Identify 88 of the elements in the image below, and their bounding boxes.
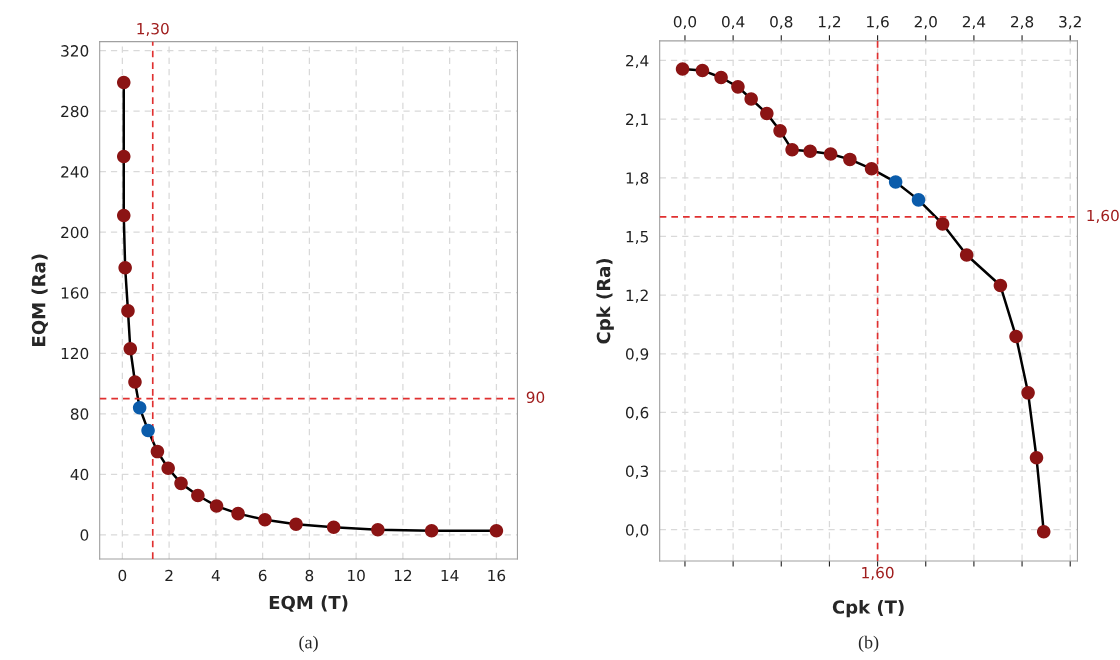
x-tick-label: 4 (211, 569, 220, 582)
point (326, 520, 341, 535)
point (132, 400, 147, 415)
y-tick-label: 0,3 (625, 465, 649, 479)
x-axis-title: Cpk (T) (832, 599, 904, 618)
point (731, 80, 745, 94)
x-tick-label: 1,2 (818, 15, 841, 30)
point (289, 517, 303, 531)
point (1021, 386, 1035, 400)
point (231, 506, 245, 521)
point (150, 444, 165, 459)
ref-line-label: 90 (526, 391, 545, 404)
point (116, 75, 131, 90)
y-tick-label: 280 (61, 105, 89, 118)
x-tick-label: 14 (441, 569, 459, 582)
point (258, 512, 272, 527)
point (864, 162, 879, 176)
y-tick-label: 2,1 (626, 113, 648, 127)
x-tick-label: 0,4 (721, 15, 745, 30)
point (714, 70, 728, 85)
point (744, 92, 758, 106)
y-axis-title: EQM (Ra) (31, 254, 48, 346)
y-tick-label: 1,8 (626, 172, 649, 186)
x-tick-label: 2,0 (914, 15, 937, 30)
point (1009, 329, 1023, 344)
point (1036, 524, 1051, 539)
point (209, 499, 224, 513)
y-tick-label: 0,9 (625, 348, 649, 362)
point (489, 523, 504, 538)
x-axis-title: EQM (T) (269, 595, 348, 612)
point (161, 461, 175, 476)
y-axis-title: Cpk (Ra) (596, 258, 614, 344)
y-tick-label: 160 (61, 287, 89, 299)
x-tick-label: 2 (165, 569, 173, 582)
point (123, 341, 138, 356)
y-tick-label: 0,0 (625, 524, 649, 538)
point (1029, 451, 1044, 465)
x-tick-label: 1,6 (867, 15, 889, 30)
x-tick-label: 0,0 (673, 15, 697, 30)
x-tick-label: 6 (258, 569, 267, 582)
y-tick-label: 320 (61, 45, 89, 57)
point (191, 488, 205, 503)
y-tick-label: 80 (70, 408, 89, 420)
point (888, 175, 903, 189)
ref-line-label: 1,60 (862, 566, 894, 580)
y-tick-label: 0,6 (625, 406, 649, 420)
y-tick-label: 120 (61, 347, 89, 360)
y-tick-label: 240 (61, 166, 89, 178)
point (843, 152, 857, 167)
point (785, 143, 799, 157)
point (371, 522, 385, 537)
point (993, 278, 1008, 293)
x-tick-label: 0,8 (770, 15, 793, 30)
y-tick-label: 1,5 (626, 231, 648, 245)
y-tick-label: 2,4 (626, 54, 649, 69)
x-tick-label: 10 (348, 569, 365, 582)
y-tick-label: 1,2 (626, 289, 648, 303)
point (823, 147, 838, 161)
x-tick-label: 12 (394, 569, 412, 582)
y-tick-label: 200 (61, 226, 89, 239)
y-tick-label: 40 (70, 468, 89, 481)
point (116, 149, 131, 164)
point (803, 144, 817, 158)
point (675, 62, 690, 76)
point (141, 423, 155, 438)
point (174, 476, 188, 491)
point (959, 248, 974, 262)
x-tick-label: 16 (488, 569, 506, 582)
x-tick-label: 3,2 (1059, 15, 1081, 30)
point (121, 304, 135, 318)
x-tick-label: 2,8 (1011, 15, 1034, 30)
point (773, 124, 787, 138)
point (911, 193, 926, 207)
x-tick-label: 0 (118, 569, 127, 582)
point (760, 106, 774, 121)
ref-line-label: 1,30 (137, 22, 169, 37)
point (128, 375, 142, 389)
x-tick-label: 8 (305, 569, 314, 582)
point (935, 217, 950, 231)
ref-line-label: 1,60 (1087, 209, 1119, 223)
text: (b) (858, 635, 879, 653)
point (118, 261, 132, 275)
x-tick-label: 2,4 (962, 15, 986, 30)
text: (a) (299, 635, 318, 653)
point (116, 208, 131, 223)
point (424, 523, 439, 538)
point (695, 63, 710, 78)
y-tick-label: 0 (80, 529, 89, 541)
